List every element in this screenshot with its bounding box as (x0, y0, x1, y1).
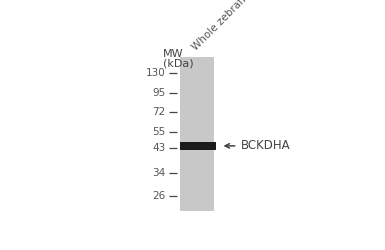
Bar (180, 142, 216, 150)
Text: 26: 26 (152, 191, 166, 201)
Text: 72: 72 (152, 108, 166, 118)
Text: 95: 95 (152, 88, 166, 98)
Text: Whole zebrafish: Whole zebrafish (191, 0, 257, 52)
Text: 34: 34 (152, 168, 166, 178)
Text: (kDa): (kDa) (163, 59, 194, 69)
Text: MW: MW (163, 49, 184, 59)
Text: 130: 130 (146, 68, 166, 78)
Text: 43: 43 (152, 144, 166, 154)
Text: 55: 55 (152, 128, 166, 138)
Text: BCKDHA: BCKDHA (241, 140, 290, 152)
Bar (180, 57, 214, 211)
